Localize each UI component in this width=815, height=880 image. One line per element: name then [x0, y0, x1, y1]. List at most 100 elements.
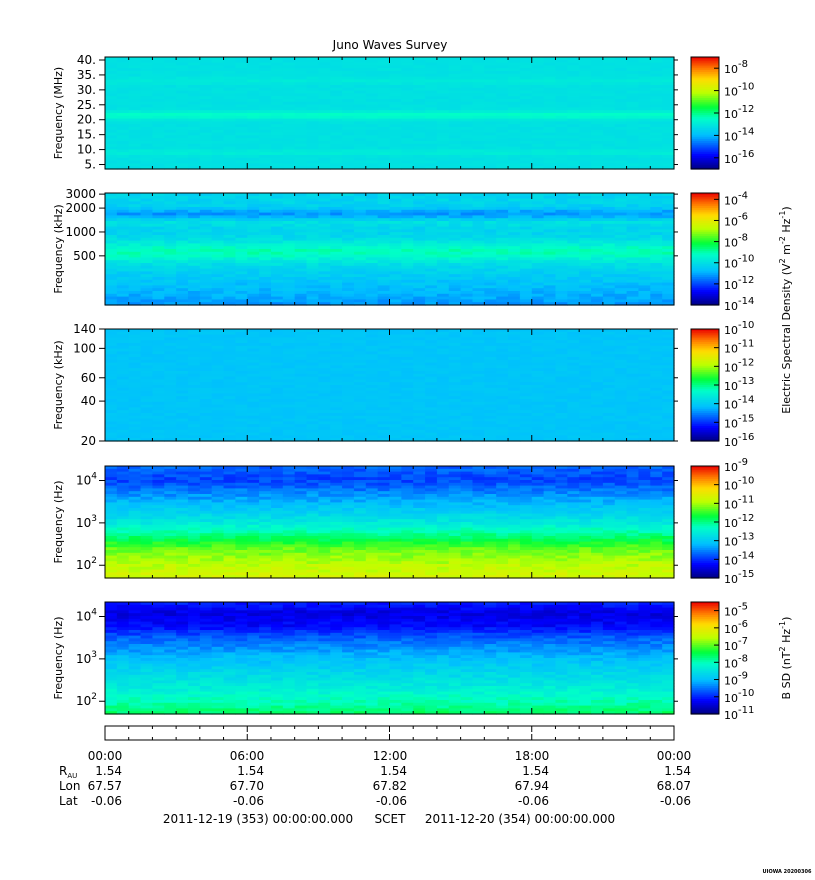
spectrogram-cell: [116, 73, 130, 78]
spectrogram-cell: [484, 331, 497, 336]
spectrogram-cell: [105, 365, 118, 369]
spectrogram-cell: [330, 96, 343, 100]
spectrogram-cell: [448, 299, 462, 303]
spectrogram-cell: [555, 65, 568, 69]
spectrogram-cell: [436, 359, 450, 364]
spectrogram-cell: [425, 246, 438, 250]
spectrogram-cell: [614, 82, 628, 86]
spectrogram-cell: [199, 138, 213, 142]
spectrogram-cell: [555, 329, 568, 333]
spectrogram-cell: [318, 99, 331, 103]
spectrogram-cell: [318, 359, 331, 364]
colorbar-swatch: [691, 222, 719, 226]
spectrogram-cell: [614, 240, 628, 244]
spectrogram-cell: [579, 212, 592, 216]
spectrogram-cell: [128, 65, 142, 69]
spectrogram-cell: [377, 204, 391, 208]
spectrogram-cell: [602, 223, 616, 228]
spectrogram-cell: [282, 271, 296, 275]
spectrogram-cell: [508, 340, 521, 344]
spectrogram-cell: [176, 232, 189, 236]
spectrogram-cell: [472, 195, 485, 200]
spectrogram-cell: [105, 371, 118, 375]
spectrogram-cell: [484, 221, 497, 225]
colorbar-swatch: [691, 148, 719, 151]
spectrogram-cell: [342, 135, 355, 139]
spectrogram-cell: [496, 218, 509, 222]
spectrogram-cell: [389, 201, 402, 205]
spectrogram-cell: [330, 99, 343, 103]
spectrogram-cell: [413, 73, 426, 78]
spectrogram-cell: [448, 152, 462, 156]
spectrogram-cell: [365, 279, 379, 284]
spectrogram-cell: [282, 249, 296, 253]
spectrogram-cell: [377, 115, 391, 120]
spectrogram-cell: [567, 127, 580, 131]
spectrogram-cell: [650, 99, 663, 103]
spectrogram-cell: [638, 246, 651, 250]
spectrogram-cell: [164, 163, 177, 167]
spectrogram-cell: [105, 362, 118, 366]
spectrogram-cell: [472, 277, 485, 281]
spectrogram-cell: [531, 68, 545, 72]
spectrogram-cell: [389, 96, 402, 100]
spectrogram-cell: [591, 279, 604, 284]
spectrogram-cell: [140, 354, 154, 358]
spectrogram-cell: [105, 237, 118, 242]
spectrogram-cell: [247, 138, 260, 142]
spectrogram-cell: [460, 118, 474, 122]
spectrogram-cell: [294, 138, 308, 142]
spectrogram-cell: [638, 334, 651, 338]
spectrogram-cell: [116, 135, 130, 139]
spectrogram-cell: [579, 282, 592, 286]
spectrogram-cell: [223, 226, 236, 230]
spectrogram-cell: [650, 354, 663, 358]
spectrogram-cell: [342, 132, 355, 136]
spectrogram-cell: [223, 73, 236, 78]
spectrogram-cell: [614, 343, 628, 347]
spectrogram-cell: [223, 232, 236, 236]
spectrogram-cell: [187, 371, 201, 375]
spectrogram-cell: [353, 274, 367, 278]
spectrogram-cell: [472, 209, 485, 214]
spectrogram-cell: [377, 268, 391, 272]
spectrogram-cell: [472, 124, 485, 128]
spectrogram-cell: [164, 204, 177, 208]
spectrogram-cell: [259, 132, 272, 136]
spectrogram-cell: [116, 85, 130, 89]
spectrogram-cell: [531, 138, 545, 142]
spectrogram-cell: [247, 348, 260, 352]
spectrogram-cell: [448, 57, 462, 61]
spectrogram-cell: [353, 65, 367, 69]
spectrogram-cell: [128, 299, 142, 303]
spectrogram-cell: [199, 204, 213, 208]
spectrogram-cell: [176, 260, 189, 264]
spectrogram-cell: [306, 268, 319, 272]
colorbar-swatch: [691, 200, 719, 203]
colorbar-swatch: [691, 249, 719, 252]
spectrogram-cell: [591, 110, 604, 114]
spectrogram-cell: [472, 357, 485, 361]
spectrogram-cell: [543, 343, 557, 347]
spectrogram-cell: [638, 155, 651, 159]
spectrogram-cell: [614, 104, 628, 108]
spectrogram-cell: [223, 221, 236, 225]
spectrogram-cell: [259, 235, 272, 239]
spectrogram-cell: [555, 334, 568, 338]
spectrogram-cell: [519, 357, 533, 361]
spectrogram-cell: [579, 218, 592, 222]
spectrogram-cell: [638, 71, 651, 75]
colorbar-tick-label: 10-12: [724, 275, 754, 292]
spectrogram-cell: [531, 132, 545, 136]
spectrogram-cell: [413, 296, 426, 300]
panel-1: 5.10.15.20.25.30.35.40.Frequency (MHz) 10…: [52, 53, 754, 172]
spectrogram-cell: [614, 368, 628, 372]
spectrogram-cell: [413, 291, 426, 295]
spectrogram-cell: [199, 73, 213, 78]
spectrogram-cell: [211, 87, 225, 92]
spectrogram-cell: [353, 124, 367, 128]
spectrogram-cell: [662, 166, 675, 170]
spectrogram-cell: [116, 263, 130, 267]
spectrogram-cell: [365, 215, 379, 219]
spectrogram-cell: [508, 104, 521, 108]
